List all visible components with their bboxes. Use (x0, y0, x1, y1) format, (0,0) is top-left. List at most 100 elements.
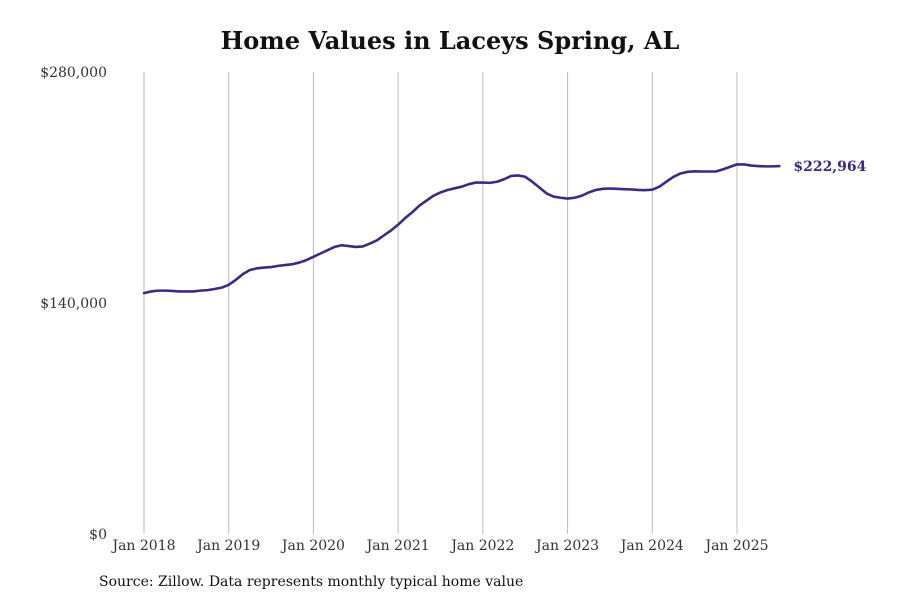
data-point (347, 245, 350, 248)
data-point (263, 266, 266, 269)
data-point (242, 273, 245, 276)
y-tick-label: $140,000 (40, 296, 107, 312)
data-point (277, 265, 280, 268)
data-point (524, 175, 527, 178)
x-tick-label: Jan 2025 (703, 538, 768, 554)
data-point (609, 187, 612, 190)
data-point (510, 175, 513, 178)
data-point (390, 229, 393, 232)
data-point (693, 170, 696, 173)
data-point (665, 180, 668, 183)
data-point (630, 188, 633, 191)
series-layer: $222,964 (142, 159, 867, 295)
data-point (602, 188, 605, 191)
x-tick-label: Jan 2023 (534, 538, 599, 554)
data-point (587, 191, 590, 194)
data-point (517, 174, 520, 177)
data-point (482, 181, 485, 184)
data-point (199, 289, 202, 292)
data-point (319, 252, 322, 255)
data-point (256, 267, 259, 270)
data-point (595, 189, 598, 192)
data-point (369, 242, 372, 245)
x-tick-label: Jan 2021 (365, 538, 430, 554)
data-point (270, 266, 273, 269)
data-point (249, 269, 252, 272)
data-point (397, 223, 400, 226)
gridlines (143, 72, 738, 534)
data-point (425, 199, 428, 202)
data-point (679, 172, 682, 175)
data-point (707, 170, 710, 173)
data-point (644, 189, 647, 192)
data-point (305, 259, 308, 262)
data-point (778, 165, 781, 168)
data-point (489, 182, 492, 185)
data-point (376, 239, 379, 242)
x-tick-label: Jan 2020 (280, 538, 345, 554)
data-point (291, 263, 294, 266)
data-point (460, 185, 463, 188)
data-point (333, 246, 336, 249)
data-point (354, 246, 357, 249)
data-point (573, 196, 576, 199)
data-point (404, 217, 407, 220)
x-tick-label: Jan 2019 (195, 538, 260, 554)
y-tick-label: $0 (89, 527, 107, 543)
x-tick-label: Jan 2024 (619, 538, 684, 554)
data-point (743, 163, 746, 166)
data-point (722, 168, 725, 171)
data-point (298, 261, 301, 264)
data-point (143, 292, 146, 295)
y-tick-label: $280,000 (40, 65, 107, 81)
data-point (736, 163, 739, 166)
data-point (157, 289, 160, 292)
data-point (446, 189, 449, 192)
data-point (411, 211, 414, 214)
data-point (757, 165, 760, 168)
data-point (164, 289, 167, 292)
data-point (185, 290, 188, 293)
data-point (178, 290, 181, 293)
data-point (453, 187, 456, 190)
data-point (171, 290, 174, 293)
x-tick-label: Jan 2018 (110, 538, 175, 554)
data-point (700, 170, 703, 173)
data-point (503, 178, 506, 181)
source-note: Source: Zillow. Data represents monthly … (99, 574, 524, 590)
data-point (658, 185, 661, 188)
x-tick-label: Jan 2022 (449, 538, 514, 554)
data-point (383, 234, 386, 237)
data-point (475, 181, 478, 184)
data-point (340, 244, 343, 247)
data-point (432, 194, 435, 197)
data-point (637, 189, 640, 192)
data-point (150, 290, 153, 293)
data-point (764, 165, 767, 168)
data-point (531, 180, 534, 183)
data-point (729, 166, 732, 169)
data-point (552, 195, 555, 198)
data-point (580, 194, 583, 197)
data-point (467, 183, 470, 186)
data-point (672, 175, 675, 178)
data-point (213, 288, 216, 291)
data-point (545, 192, 548, 195)
data-point (715, 170, 718, 173)
data-point (623, 188, 626, 191)
data-point (206, 289, 209, 292)
data-point (192, 290, 195, 293)
axis-tick-labels: Jan 2018 Jan 2019 Jan 2020 Jan 2021 Jan 2022… (40, 65, 768, 554)
data-point (284, 264, 287, 267)
data-point (312, 255, 315, 258)
data-point (750, 164, 753, 167)
data-point (227, 284, 230, 287)
data-point (496, 180, 499, 183)
data-point (771, 165, 774, 168)
data-point (559, 196, 562, 199)
series-end-value-label: $222,964 (793, 159, 866, 175)
series-line (142, 163, 781, 295)
data-point (220, 286, 223, 289)
